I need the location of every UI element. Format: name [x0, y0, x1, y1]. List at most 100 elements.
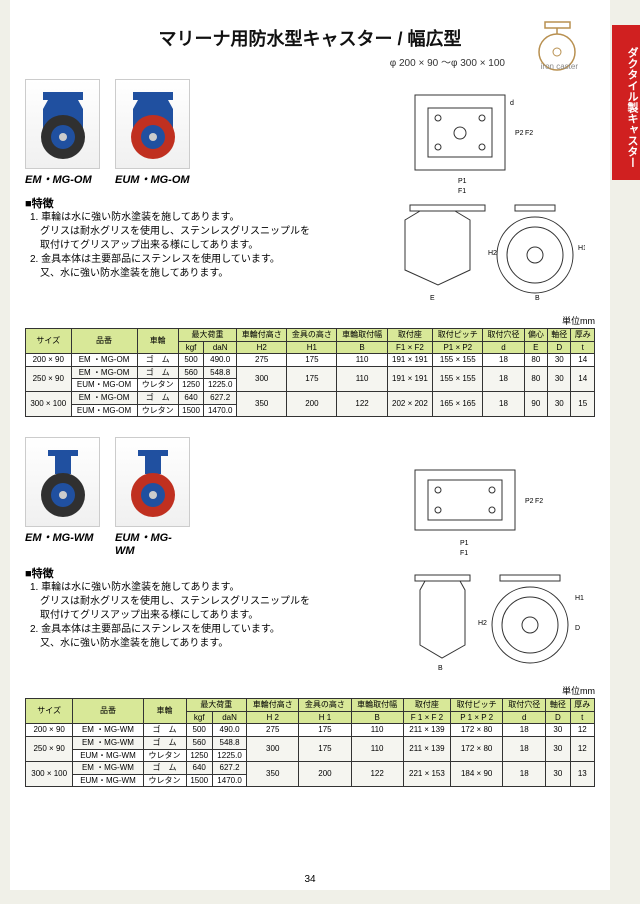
th: 金具の高さ: [299, 699, 351, 712]
product-label: EUM・MG-OM: [115, 171, 190, 187]
page: iron caster マリーナ用防水型キャスター / 幅広型 φ 200 × …: [10, 0, 610, 890]
th: 品番: [71, 329, 137, 354]
svg-text:E: E: [430, 295, 435, 300]
th: F1 × F2: [387, 341, 433, 354]
th: 品番: [73, 699, 143, 724]
svg-text:H1: H1: [578, 245, 585, 252]
svg-text:F2: F2: [525, 130, 533, 137]
product-label: EUM・MG-WM: [115, 529, 190, 557]
feature-text: 2. 金具本体は主要部品にステンレスを使用しています。: [30, 253, 325, 267]
svg-text:H2: H2: [478, 620, 487, 627]
svg-text:H2: H2: [488, 250, 497, 257]
th: B: [351, 711, 403, 724]
feature-text: 1. 車輪は水に強い防水塗装を施してあります。: [30, 581, 325, 595]
th: 取付座: [387, 329, 433, 342]
features-1: ■特徴 1. 車輪は水に強い防水塗装を施してあります。 グリスは耐水グリスを使用…: [25, 195, 325, 281]
svg-text:B: B: [535, 295, 540, 300]
product: EUM・MG-WM: [115, 437, 190, 557]
product-img: [25, 437, 100, 527]
page-number: 34: [304, 874, 315, 885]
feature-text: 取付けてグリスアップ出来る様にしてあります。: [40, 239, 325, 253]
table-row: 200 × 90EM ・MG-OMゴ ム500490.0275175110191…: [26, 354, 595, 367]
svg-text:B: B: [438, 665, 443, 670]
svg-text:P2: P2: [525, 498, 534, 505]
product-img: [115, 437, 190, 527]
th: H1: [287, 341, 337, 354]
th: 軸径: [546, 699, 570, 712]
th: 最大荷重: [186, 699, 247, 712]
th: 取付座: [403, 699, 450, 712]
svg-text:H1: H1: [575, 595, 584, 602]
svg-text:F2: F2: [535, 498, 543, 505]
feature-text: 1. 車輪は水に強い防水塗装を施してあります。: [30, 211, 325, 225]
svg-text:F1: F1: [460, 550, 468, 557]
th: t: [571, 341, 595, 354]
svg-text:P1: P1: [460, 540, 469, 547]
th: 車輪付高さ: [237, 329, 287, 342]
product: EUM・MG-OM: [115, 79, 190, 187]
th: 取付穴径: [503, 699, 546, 712]
table-row: 300 × 100EM ・MG-OMゴ ム640627.235020012220…: [26, 391, 595, 404]
page-title: マリーナ用防水型キャスター / 幅広型: [25, 25, 595, 51]
th: 軸径: [548, 329, 571, 342]
th: D: [548, 341, 571, 354]
product: EM・MG-OM: [25, 79, 100, 187]
th: 取付穴径: [483, 329, 524, 342]
th: D: [546, 711, 570, 724]
subtitle: φ 200 × 90 〜φ 300 × 100: [25, 54, 505, 69]
th: サイズ: [26, 329, 72, 354]
th: kgf: [186, 711, 212, 724]
th: B: [337, 341, 387, 354]
th: P1 × P2: [433, 341, 483, 354]
features-title: ■特徴: [25, 565, 325, 581]
th: kgf: [178, 341, 203, 354]
svg-text:F1: F1: [458, 188, 466, 195]
svg-text:P2: P2: [515, 130, 524, 137]
th: 厚み: [571, 329, 595, 342]
icon-label: iron caster: [541, 62, 578, 71]
th: daN: [204, 341, 237, 354]
svg-text:d: d: [510, 100, 514, 107]
feature-text: 又、水に強い防水塗装を施してあります。: [40, 267, 325, 281]
product: EM・MG-WM: [25, 437, 100, 557]
th: 厚み: [570, 699, 594, 712]
spec-table-1: サイズ品番車輪最大荷重車輪付高さ金具の高さ車輪取付幅取付座取付ピッチ取付穴径偏心…: [25, 328, 595, 417]
th: 取付ピッチ: [433, 329, 483, 342]
th: H2: [237, 341, 287, 354]
section-2: P1 F1 P2F2 B D H2 H1 EM・MG-WM EUM・MG-WM ■特徴 1…: [25, 437, 595, 787]
diagram-1: P1 F1 P2F2 d B E H1 H2: [380, 75, 585, 300]
table-row: 250 × 90EM ・MG-WMゴ ム560548.8300175110211…: [26, 736, 595, 749]
th: 車輪: [143, 699, 186, 724]
unit-label: 単位mm: [25, 684, 595, 697]
th: 車輪: [137, 329, 178, 354]
features-title: ■特徴: [25, 195, 325, 211]
th: E: [524, 341, 547, 354]
feature-text: 又、水に強い防水塗装を施してあります。: [40, 637, 325, 651]
side-tab: ダクタイル製キャスター: [612, 25, 640, 180]
table-row: 250 × 90EM ・MG-OMゴ ム560548.8300175110191…: [26, 366, 595, 379]
feature-text: 取付けてグリスアップ出来る様にしてあります。: [40, 609, 325, 623]
unit-label: 単位mm: [25, 314, 595, 327]
product-img: [25, 79, 100, 169]
product-label: EM・MG-WM: [25, 529, 100, 545]
th: t: [570, 711, 594, 724]
th: 車輪取付幅: [337, 329, 387, 342]
diagram-2: P1 F1 P2F2 B D H2 H1: [380, 450, 585, 670]
svg-text:P1: P1: [458, 178, 467, 185]
th: 金具の高さ: [287, 329, 337, 342]
th: 最大荷重: [178, 329, 236, 342]
th: 車輪取付幅: [351, 699, 403, 712]
features-2: ■特徴 1. 車輪は水に強い防水塗装を施してあります。 グリスは耐水グリスを使用…: [25, 565, 325, 651]
svg-text:D: D: [575, 625, 580, 632]
th: 偏心: [524, 329, 547, 342]
product-img: [115, 79, 190, 169]
th: 取付ピッチ: [451, 699, 503, 712]
feature-text: 2. 金具本体は主要部品にステンレスを使用しています。: [30, 623, 325, 637]
spec-table-2: サイズ品番車輪最大荷重車輪付高さ金具の高さ車輪取付幅取付座取付ピッチ取付穴径軸径…: [25, 698, 595, 787]
product-label: EM・MG-OM: [25, 171, 100, 187]
th: daN: [212, 711, 246, 724]
feature-text: グリスは耐水グリスを使用し、ステンレスグリスニップルを: [40, 595, 325, 609]
th: サイズ: [26, 699, 73, 724]
feature-text: グリスは耐水グリスを使用し、ステンレスグリスニップルを: [40, 225, 325, 239]
table-row: 300 × 100EM ・MG-WMゴ ム640627.235020012222…: [26, 762, 595, 775]
